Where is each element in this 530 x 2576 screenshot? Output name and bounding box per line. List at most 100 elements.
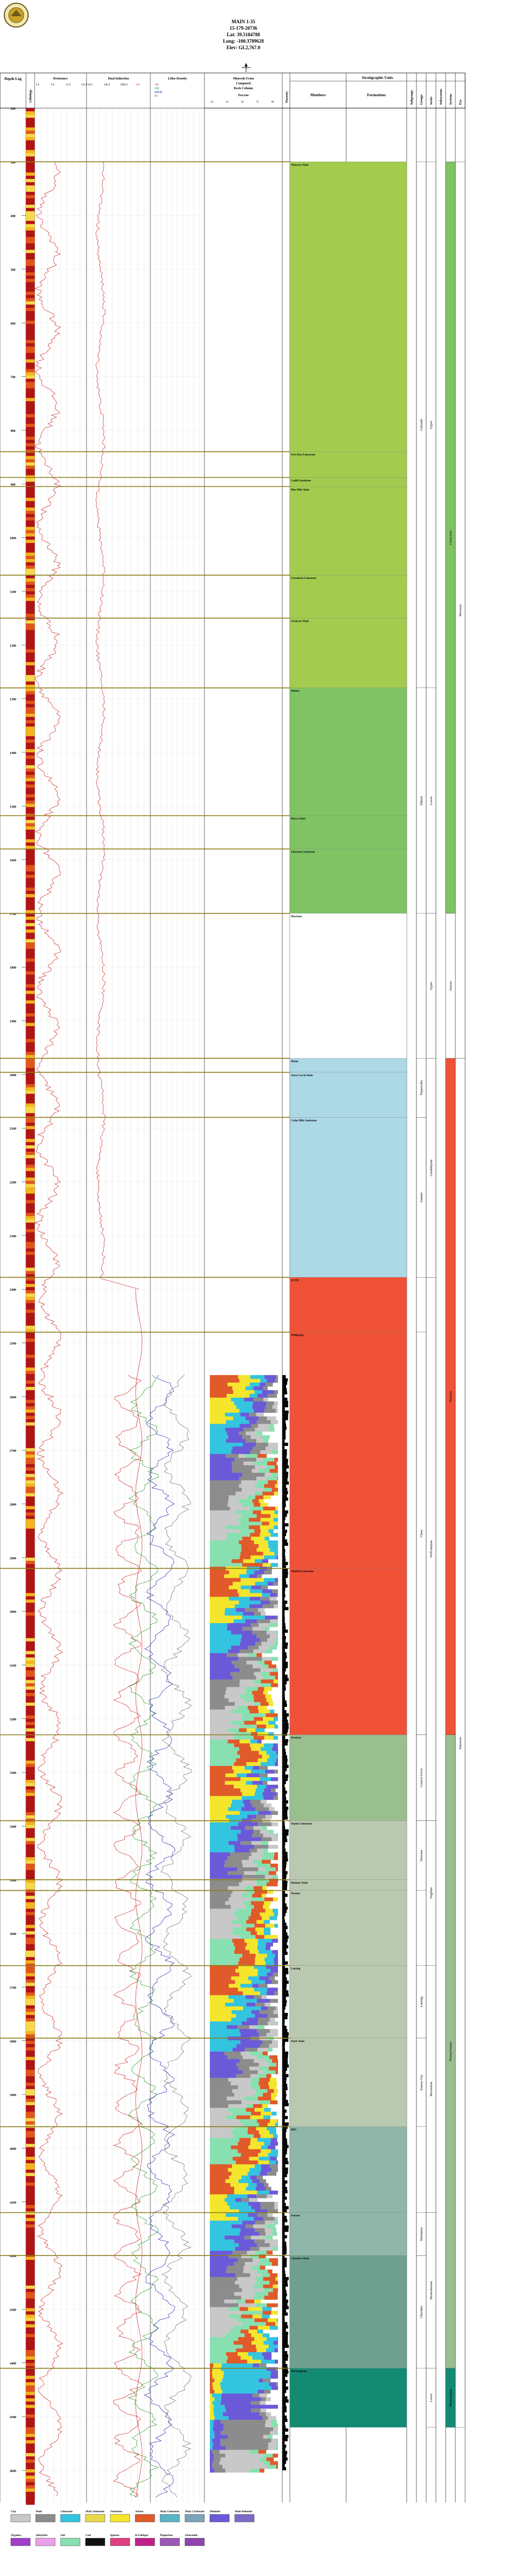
porosity-bar	[282, 1771, 286, 1775]
lithology-block	[26, 755, 35, 759]
porosity-bar	[282, 1700, 287, 1704]
porosity-bar	[282, 1906, 288, 1910]
lithology-block	[26, 707, 35, 711]
porosity-bar	[282, 2357, 288, 2361]
mineral-bar	[227, 1533, 250, 1537]
porosity-bar	[282, 2035, 289, 2039]
system-label: Pennsylvanian	[449, 2042, 453, 2061]
lithology-block	[26, 1123, 35, 1126]
lithology-block	[26, 858, 35, 862]
formation-band	[289, 618, 407, 688]
mineral-bar	[210, 1939, 233, 1943]
legend-label: Plagioclase	[160, 2534, 173, 2537]
mineral-bar	[210, 1931, 232, 1936]
lithology-block	[26, 388, 35, 392]
porosity-bar	[282, 2067, 287, 2071]
mineral-bar	[272, 1950, 278, 1954]
lithology-block	[26, 1042, 35, 1046]
mineral-bar	[254, 1905, 263, 1909]
mineral-bar	[210, 1585, 229, 1590]
lithology-block	[26, 1335, 35, 1339]
mineral-bar	[259, 2232, 266, 2236]
lithology-block	[26, 1616, 35, 1619]
lithology-block	[26, 1432, 35, 1436]
mineral-bar	[210, 2138, 240, 2142]
mineral-bar	[210, 2175, 229, 2180]
lithology-block	[26, 1177, 35, 1181]
mineral-bar	[237, 2149, 261, 2153]
lithology-block	[26, 1052, 35, 1056]
lithology-block	[26, 1841, 35, 1845]
mineral-bar	[262, 2307, 272, 2311]
mineral-bar	[210, 2442, 214, 2447]
mineral-bar	[210, 1420, 226, 1424]
lithology-block	[26, 1445, 35, 1449]
lithology-block	[26, 2040, 35, 2045]
mineral-bar	[270, 1593, 277, 1597]
mineral-bar	[275, 1867, 278, 1872]
mineral-bar	[251, 1585, 262, 1590]
mineral-bar	[269, 2164, 278, 2168]
lithology-block	[26, 646, 35, 650]
porosity-bar	[282, 1642, 288, 1646]
mineral-bar	[224, 2299, 237, 2304]
mineral-bar	[231, 2224, 246, 2228]
porosity-bar	[282, 1694, 285, 1698]
porosity-bar	[282, 1916, 285, 1920]
mineral-bar	[240, 1641, 256, 1646]
lithology-block	[26, 117, 35, 122]
mineral-bar	[255, 2003, 265, 2007]
porosity-bar	[282, 1591, 285, 1594]
system-label: Cretaceous	[449, 530, 453, 545]
lithology-block	[26, 1403, 35, 1407]
lithology-block	[26, 849, 35, 852]
mineral-bar	[210, 2040, 241, 2045]
mineral-bar	[275, 2322, 278, 2326]
induction-curve	[95, 162, 105, 1279]
porosity-bar	[282, 1826, 286, 1830]
legend-label: Arkose	[135, 2511, 144, 2513]
mineral-bar	[239, 1454, 246, 1458]
mineral-bar	[246, 1660, 258, 1665]
mineral-bar	[258, 1608, 265, 1612]
mineral-bar	[210, 2190, 235, 2195]
mineral-bar	[242, 1792, 255, 1797]
mineral-bar	[250, 1555, 264, 1560]
mineral-bar	[252, 1781, 263, 1785]
mineral-bar	[210, 1393, 227, 1398]
mineral-bar	[235, 2280, 256, 2285]
porosity-bar	[282, 1456, 287, 1459]
mineral-bar	[229, 2330, 241, 2334]
mineral-bar	[249, 2450, 259, 2454]
lithology-block	[26, 1342, 35, 1345]
mineral-bar	[240, 1984, 253, 1988]
porosity-bar	[282, 1561, 288, 1565]
depth-tick-label: 2700	[10, 1450, 16, 1453]
lithology-block	[26, 1406, 35, 1410]
porosity-bar	[282, 1410, 289, 1414]
mineral-bar	[255, 1927, 264, 1932]
lithology-block	[26, 1757, 35, 1761]
formation-top-label: Pawnee	[291, 2215, 300, 2218]
mineral-bar	[239, 1484, 255, 1489]
legend-swatch	[85, 2538, 105, 2546]
mineral-bar	[210, 1860, 226, 1864]
lithology-block	[26, 1525, 35, 1529]
mineral-bar	[241, 2175, 250, 2180]
mineral-bar	[269, 2160, 276, 2165]
mineral-bar	[256, 1420, 271, 1424]
mineral-bar	[210, 1503, 228, 1507]
mineral-bar	[214, 2431, 221, 2435]
porosity-bar	[282, 2203, 286, 2206]
porosity-bar	[282, 2097, 286, 2100]
mineral-bar	[274, 1641, 278, 1646]
lithology-block	[26, 1567, 35, 1571]
porosity-bar	[282, 1674, 288, 1678]
mineral-bar	[213, 2446, 226, 2450]
litho-density-scale-label: PHI	[155, 88, 159, 90]
mineral-bar	[243, 2123, 259, 2127]
lithology-block	[26, 2205, 35, 2208]
mineral-bar	[245, 1946, 257, 1951]
lithology-block	[26, 404, 35, 408]
mineral-bar	[254, 1559, 262, 1564]
